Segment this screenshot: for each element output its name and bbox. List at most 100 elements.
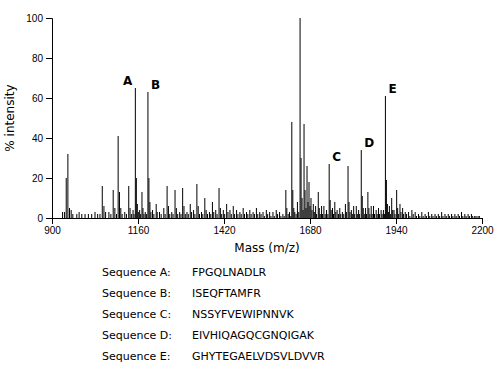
peak	[392, 210, 393, 218]
peak	[274, 216, 275, 218]
tick-label: 100	[26, 13, 43, 24]
peak	[138, 212, 139, 218]
peak	[316, 214, 317, 218]
peak	[323, 206, 324, 218]
peak	[301, 158, 302, 218]
peak	[372, 214, 373, 218]
peak	[418, 214, 419, 218]
peak	[133, 210, 134, 218]
peak	[319, 208, 320, 218]
peak	[256, 208, 257, 218]
peak	[466, 216, 467, 218]
peak	[346, 212, 347, 218]
peak	[190, 204, 191, 218]
peak	[478, 216, 479, 218]
peak	[426, 216, 427, 218]
peak	[399, 204, 400, 218]
peak	[220, 208, 221, 218]
tick-mark	[224, 218, 225, 224]
peak	[413, 214, 414, 218]
peak	[436, 216, 437, 218]
peak	[114, 208, 115, 218]
peak	[146, 214, 147, 218]
peak	[224, 214, 225, 218]
peak	[333, 214, 334, 218]
tick-mark	[46, 138, 52, 139]
peak	[428, 212, 429, 218]
peak	[459, 216, 460, 218]
peak	[318, 192, 319, 218]
peak	[390, 214, 391, 218]
peak	[206, 210, 207, 218]
peak	[415, 212, 416, 218]
tick-mark	[482, 218, 483, 224]
peak	[236, 210, 237, 218]
peak	[246, 212, 247, 218]
axis-line	[46, 19, 53, 219]
peak	[309, 182, 310, 218]
peak	[157, 212, 158, 218]
peak	[227, 212, 228, 218]
tick-label: 2200	[471, 225, 494, 236]
peak	[282, 214, 283, 218]
peak	[339, 208, 340, 218]
peak	[337, 210, 338, 218]
peak	[294, 212, 295, 218]
peak	[472, 216, 473, 218]
tick-label: 20	[32, 173, 44, 184]
peak	[446, 216, 447, 218]
peak	[304, 124, 305, 218]
peak	[257, 214, 258, 218]
peak	[442, 216, 443, 218]
peak	[421, 212, 422, 218]
peak	[307, 166, 308, 218]
peak	[99, 214, 100, 218]
peak	[284, 216, 285, 218]
peak	[441, 212, 442, 218]
tick-label: 1680	[299, 225, 322, 236]
peak	[363, 208, 364, 218]
peak	[226, 204, 227, 218]
peak	[237, 214, 238, 218]
peak	[199, 214, 200, 218]
peak	[120, 208, 121, 218]
peak	[293, 208, 294, 218]
peak	[69, 208, 70, 218]
peak	[212, 202, 213, 218]
peak	[402, 208, 403, 218]
peak	[330, 200, 331, 218]
peak	[438, 214, 439, 218]
tick-label: 1420	[213, 225, 236, 236]
peak	[136, 178, 137, 218]
peak	[188, 214, 189, 218]
peak	[444, 214, 445, 218]
tick-label: 60	[32, 93, 44, 104]
peak	[411, 210, 412, 218]
peak	[329, 164, 330, 218]
peak	[244, 214, 245, 218]
peak	[71, 210, 72, 218]
peak-label: D	[364, 136, 374, 150]
peak	[140, 214, 141, 218]
peak	[366, 214, 367, 218]
peak	[352, 214, 353, 218]
tick-mark	[46, 98, 52, 99]
peak	[131, 214, 132, 218]
peak	[193, 210, 194, 218]
peak	[128, 186, 129, 218]
peak	[182, 188, 183, 218]
peak	[342, 212, 343, 218]
peak	[296, 214, 297, 218]
peak	[221, 214, 222, 218]
peak	[359, 214, 360, 218]
peak	[291, 122, 292, 218]
peak	[354, 214, 355, 218]
x-axis: 90011601420168019402200	[44, 218, 494, 236]
peak	[191, 212, 192, 218]
peak	[153, 214, 154, 218]
peak	[64, 212, 65, 218]
peak	[456, 216, 457, 218]
table-label: Sequence C:	[102, 308, 171, 321]
peak	[219, 188, 220, 218]
peak	[394, 210, 395, 218]
